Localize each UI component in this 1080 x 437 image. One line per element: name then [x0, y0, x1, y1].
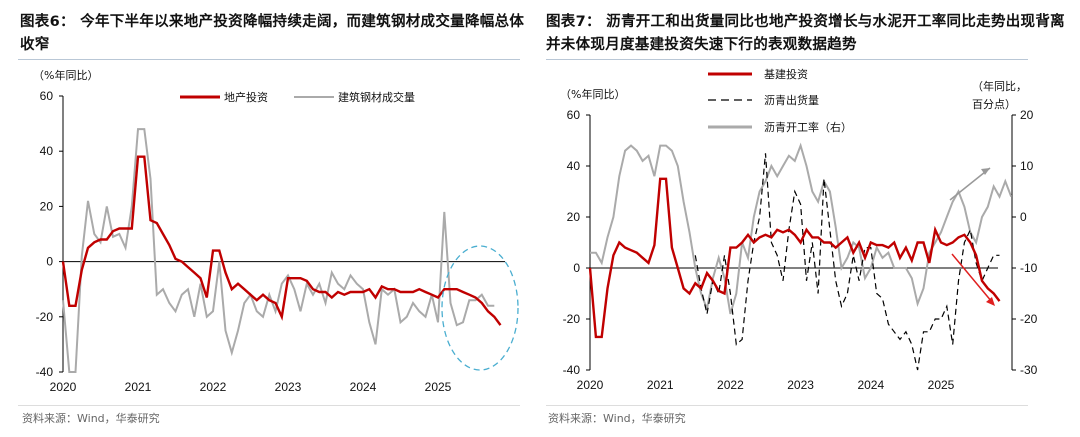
left-y-tick-label: 40: [40, 144, 54, 158]
left-x-tick-label: 2024: [350, 380, 377, 394]
left-y-tick-label: -40: [36, 365, 54, 379]
right-y-right-tick-label: 0: [1020, 210, 1027, 224]
right-y-tick-label: -40: [563, 363, 581, 377]
left-series-line: [62, 128, 495, 373]
right-x-tick-label: 2024: [857, 378, 884, 392]
trend-arrow-up-head: [981, 168, 990, 175]
right-title-divider: [546, 59, 1028, 60]
left-x-tick-label: 2023: [275, 380, 302, 394]
legend-label-2: 沥青开工率（右）: [764, 120, 852, 134]
right-x-tick-label: 2023: [787, 378, 814, 392]
left-title-divider: [18, 59, 520, 60]
legend-label-0: 基建投资: [764, 67, 808, 81]
highlight-ellipse: [441, 245, 519, 371]
left-x-tick-label: 2022: [200, 380, 227, 394]
right-y-tick-label: 0: [573, 261, 580, 275]
right-series-line: [590, 142, 1013, 315]
right-y-right-tick-label: -20: [1020, 312, 1038, 326]
left-x-tick-label: 2021: [125, 380, 152, 394]
left-y-tick-label: -20: [36, 310, 54, 324]
left-series-line: [61, 155, 502, 326]
left-x-tick-label: 2025: [425, 380, 452, 394]
right-y-tick-label: -20: [563, 312, 581, 326]
right-chart-title: 图表7： 沥青开工和出货量同比也地产投资增长与水泥开工率同比走势出现背离并未体现…: [546, 14, 1065, 53]
right-x-tick-label: 2021: [647, 378, 674, 392]
right-footer-divider: [546, 405, 1028, 406]
legend-label-1: 沥青出货量: [764, 93, 819, 107]
left-y-tick-label: 20: [40, 199, 54, 213]
right-series-line: [588, 177, 1001, 339]
right-y-right-tick-label: -30: [1020, 363, 1038, 377]
right-y-right-label-line1: （年同比，: [972, 79, 1027, 93]
left-y-axis-label: （%年同比）: [33, 68, 98, 82]
right-y-right-tick-label: 10: [1020, 159, 1034, 173]
right-x-tick-label: 2020: [577, 378, 604, 392]
right-y-tick-label: 40: [567, 159, 581, 173]
legend-label-steel: 建筑钢材成交量: [338, 90, 415, 104]
left-footer-divider: [18, 405, 520, 406]
right-x-tick-label: 2025: [928, 378, 955, 392]
right-y-right-label-line2: 百分点）: [972, 98, 1016, 111]
right-y-axis-label: （%年同比）: [560, 87, 625, 101]
right-x-tick-label: 2022: [717, 378, 744, 392]
left-y-tick-label: 0: [46, 255, 53, 269]
left-x-tick-label: 2020: [50, 380, 77, 394]
left-y-tick-label: 60: [40, 89, 54, 103]
right-y-right-tick-label: 20: [1020, 108, 1034, 122]
trend-arrow-down: [951, 253, 993, 303]
right-source: 资料来源：Wind，华泰研究: [548, 412, 686, 425]
right-y-right-tick-label: -10: [1020, 261, 1038, 275]
left-source: 资料来源：Wind，华泰研究: [22, 412, 160, 425]
trend-arrow-up: [949, 167, 991, 201]
right-y-tick-label: 60: [567, 108, 581, 122]
right-y-tick-label: 20: [567, 210, 581, 224]
left-chart-title: 图表6： 今年下半年以来地产投资降幅持续走阔，而建筑钢材成交量降幅总体收窄: [20, 14, 525, 53]
trend-arrow-down-head: [986, 297, 995, 306]
right-series-line: [694, 153, 1000, 371]
legend-label-real-estate: 地产投资: [224, 90, 268, 104]
